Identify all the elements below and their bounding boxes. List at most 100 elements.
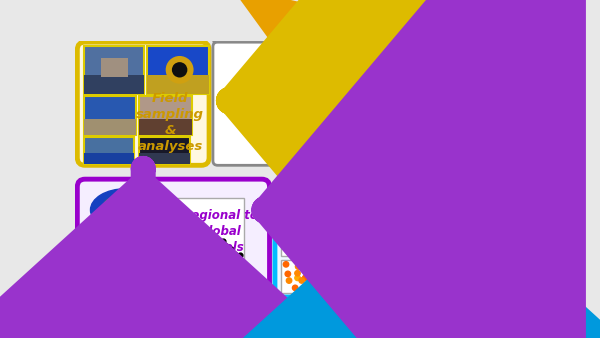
Bar [479,265,483,267]
Bar [424,273,427,275]
Bar [476,274,480,276]
Bar [473,263,477,265]
Bar [399,280,403,282]
Bar [365,274,368,276]
Bar [467,265,470,267]
Bar [412,278,415,280]
Bar [383,283,387,285]
Bar [433,289,437,291]
Bar [402,280,406,282]
Circle shape [302,275,308,281]
Bar [445,261,449,263]
Bar [402,274,406,276]
Bar [396,278,400,280]
Bar [439,276,443,278]
Bar [427,289,430,291]
Bar [386,261,390,263]
Bar [473,270,477,272]
Bar [464,286,467,288]
Bar [433,285,437,287]
Bar [479,261,483,263]
Bar [377,274,381,276]
Bar [374,278,377,280]
Bar [374,280,377,282]
Bar [356,260,359,262]
Bar [412,260,415,262]
Circle shape [166,56,194,84]
Bar [402,266,406,268]
Bar [408,278,412,280]
Bar [374,283,377,285]
Bar [476,265,480,267]
Bar [433,288,437,290]
Bar [408,288,412,290]
Bar [139,119,192,135]
Bar [371,288,374,290]
Bar [374,266,377,268]
Bar [101,57,128,77]
Bar [371,286,374,288]
Bar [436,278,440,280]
Bar [464,288,467,290]
Bar [452,265,455,267]
Bar [386,265,390,267]
Bar [103,283,106,289]
Bar [371,265,374,267]
Bar [380,280,384,282]
Bar [467,281,470,283]
Bar [445,273,449,275]
Bar [482,289,486,291]
Bar [118,233,119,239]
Bar [352,280,356,282]
Ellipse shape [92,238,166,282]
Bar [352,263,356,265]
Bar [476,285,480,287]
Bar [424,285,427,287]
Bar [445,281,449,283]
Bar [352,261,356,263]
Bar [393,261,396,263]
Bar [424,286,427,288]
Bar [412,268,415,270]
Bar [436,268,440,270]
Bar [131,283,134,289]
Bar [449,265,452,267]
Bar [368,266,371,268]
Bar [445,289,449,291]
Bar [95,233,98,239]
Bar [383,271,387,273]
Bar [424,278,427,280]
Bar [445,278,449,280]
Bar [442,280,446,282]
Bar [383,273,387,275]
Bar [442,274,446,276]
Bar [377,280,381,282]
Bar [473,268,477,270]
Bar [374,265,377,267]
Bar [139,233,142,239]
Bar [147,233,149,239]
Bar [359,273,362,275]
Bar [470,291,474,293]
Bar [377,291,381,293]
Bar [365,276,368,278]
Circle shape [285,271,290,276]
Bar [368,271,371,273]
Bar [141,233,143,239]
Ellipse shape [491,104,535,131]
Bar [430,280,433,282]
Bar [383,266,387,268]
Bar [127,233,130,239]
Bar [399,270,403,272]
Bar [352,291,356,293]
Bar [365,260,368,262]
Bar [479,266,483,268]
Bar [452,288,455,290]
Bar [452,281,455,283]
Bar [383,289,387,291]
Bar [377,273,381,275]
Bar [83,46,144,94]
Bar [166,198,244,260]
Bar [408,274,412,276]
Bar [356,274,359,276]
